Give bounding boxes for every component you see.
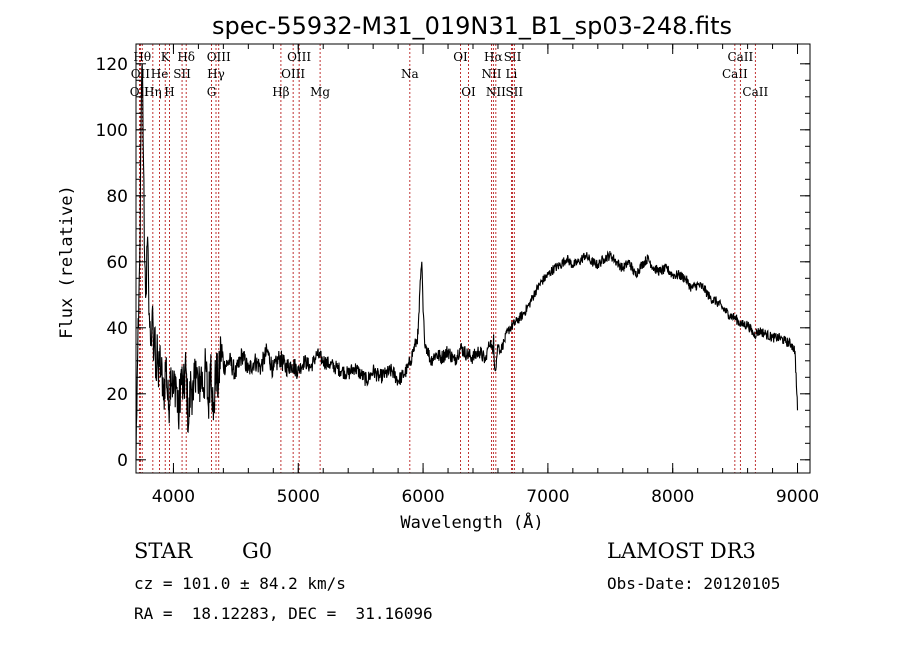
line-label-8: Hδ bbox=[177, 50, 195, 64]
plot-frame bbox=[135, 43, 811, 474]
line-label-14: OIII bbox=[287, 50, 311, 64]
chart-title: spec-55932-M31_019N31_B1_sp03-248.fits bbox=[212, 12, 732, 40]
spectral-line-markers: OIIHθOIIHηHeKHSIIHδGHγOIIIHβOIIIOIIIMgNa… bbox=[130, 44, 768, 473]
line-label-27: CaII bbox=[742, 85, 768, 99]
x-axis-label: Wavelength (Å) bbox=[400, 511, 543, 533]
line-label-4: He bbox=[151, 67, 169, 81]
object-subclass: G0 bbox=[242, 539, 273, 563]
line-label-23: SII bbox=[504, 50, 522, 64]
line-label-17: OI bbox=[453, 50, 468, 64]
x-tick-label-2: 6000 bbox=[401, 487, 444, 507]
x-tick-label-3: 7000 bbox=[526, 487, 569, 507]
object-class: STAR bbox=[134, 539, 193, 563]
line-label-22: Li bbox=[506, 67, 518, 81]
redshift-readout: cz = 101.0 ± 84.2 km/s bbox=[134, 574, 346, 593]
y-tick-label-4: 80 bbox=[106, 187, 128, 207]
line-label-16: Na bbox=[401, 67, 419, 81]
y-tick-label-6: 120 bbox=[96, 55, 128, 75]
line-label-11: OIII bbox=[207, 50, 231, 64]
x-tick-label-4: 8000 bbox=[651, 487, 694, 507]
line-label-25: CaII bbox=[722, 67, 748, 81]
x-tick-label-0: 4000 bbox=[152, 487, 195, 507]
line-label-19: NII bbox=[481, 67, 501, 81]
y-tick-label-0: 0 bbox=[117, 451, 128, 471]
line-label-0: OII bbox=[130, 85, 150, 99]
line-label-5: K bbox=[161, 50, 171, 64]
coordinates: RA = 18.12283, DEC = 31.16096 bbox=[134, 604, 433, 623]
line-label-21: NII bbox=[486, 85, 506, 99]
y-tick-label-5: 100 bbox=[96, 121, 128, 141]
line-label-12: Hβ bbox=[272, 85, 289, 99]
line-label-18: OI bbox=[461, 85, 476, 99]
y-tick-label-3: 60 bbox=[106, 253, 128, 273]
line-label-13: OIII bbox=[281, 67, 305, 81]
line-label-15: Mg bbox=[310, 85, 330, 99]
y-tick-label-1: 20 bbox=[106, 385, 128, 405]
line-label-2: OII bbox=[131, 67, 151, 81]
line-label-9: G bbox=[207, 85, 217, 99]
x-tick-label-5: 9000 bbox=[776, 487, 819, 507]
y-tick-label-2: 40 bbox=[106, 319, 128, 339]
x-tick-labels: 4000 5000 6000 7000 8000 9000 bbox=[152, 487, 819, 507]
line-label-26: CaII bbox=[727, 50, 753, 64]
line-label-7: SII bbox=[173, 67, 191, 81]
line-label-24: SII bbox=[505, 85, 523, 99]
line-label-3: Hη bbox=[144, 85, 162, 99]
y-axis-label: Flux (relative) bbox=[57, 185, 77, 339]
survey-name: LAMOST DR3 bbox=[607, 539, 756, 563]
obs-date: Obs-Date: 20120105 bbox=[607, 574, 781, 593]
line-label-1: Hθ bbox=[133, 50, 151, 64]
y-tick-labels: 0 20 40 60 80 100 120 bbox=[96, 55, 128, 471]
flux-series-line bbox=[135, 63, 799, 460]
line-label-20: Hα bbox=[484, 50, 503, 64]
line-label-6: H bbox=[164, 85, 174, 99]
line-label-10: Hγ bbox=[207, 67, 225, 81]
axis-ticks bbox=[136, 44, 810, 473]
x-tick-label-1: 5000 bbox=[277, 487, 320, 507]
